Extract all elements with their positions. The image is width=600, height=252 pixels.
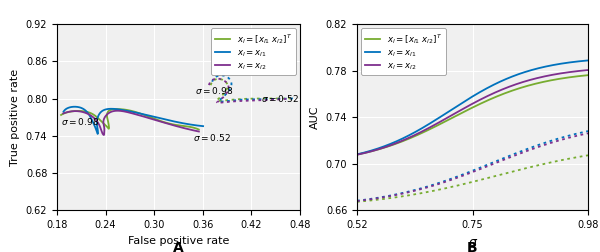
Text: $\sigma = 0.52$: $\sigma = 0.52$	[261, 93, 299, 104]
Legend: $x_l = [x_{l1}\ x_{l2}]^T$, $x_l = x_{l1}$, $x_l = x_{l2}$: $x_l = [x_{l1}\ x_{l2}]^T$, $x_l = x_{l1…	[361, 28, 446, 75]
Y-axis label: AUC: AUC	[310, 105, 320, 129]
Legend: $x_l = [x_{l1}\ x_{l2}]^T$, $x_l = x_{l1}$, $x_l = x_{l2}$: $x_l = [x_{l1}\ x_{l2}]^T$, $x_l = x_{l1…	[211, 28, 296, 75]
Text: B: B	[467, 241, 478, 252]
Text: $\sigma = 0.52$: $\sigma = 0.52$	[193, 132, 231, 143]
Text: $\sigma = 0.98$: $\sigma = 0.98$	[195, 85, 233, 96]
X-axis label: False positive rate: False positive rate	[128, 236, 229, 246]
X-axis label: σ: σ	[469, 236, 476, 249]
Text: A: A	[173, 241, 184, 252]
Text: $\sigma = 0.98$: $\sigma = 0.98$	[61, 116, 99, 127]
Y-axis label: True positive rate: True positive rate	[10, 69, 20, 166]
